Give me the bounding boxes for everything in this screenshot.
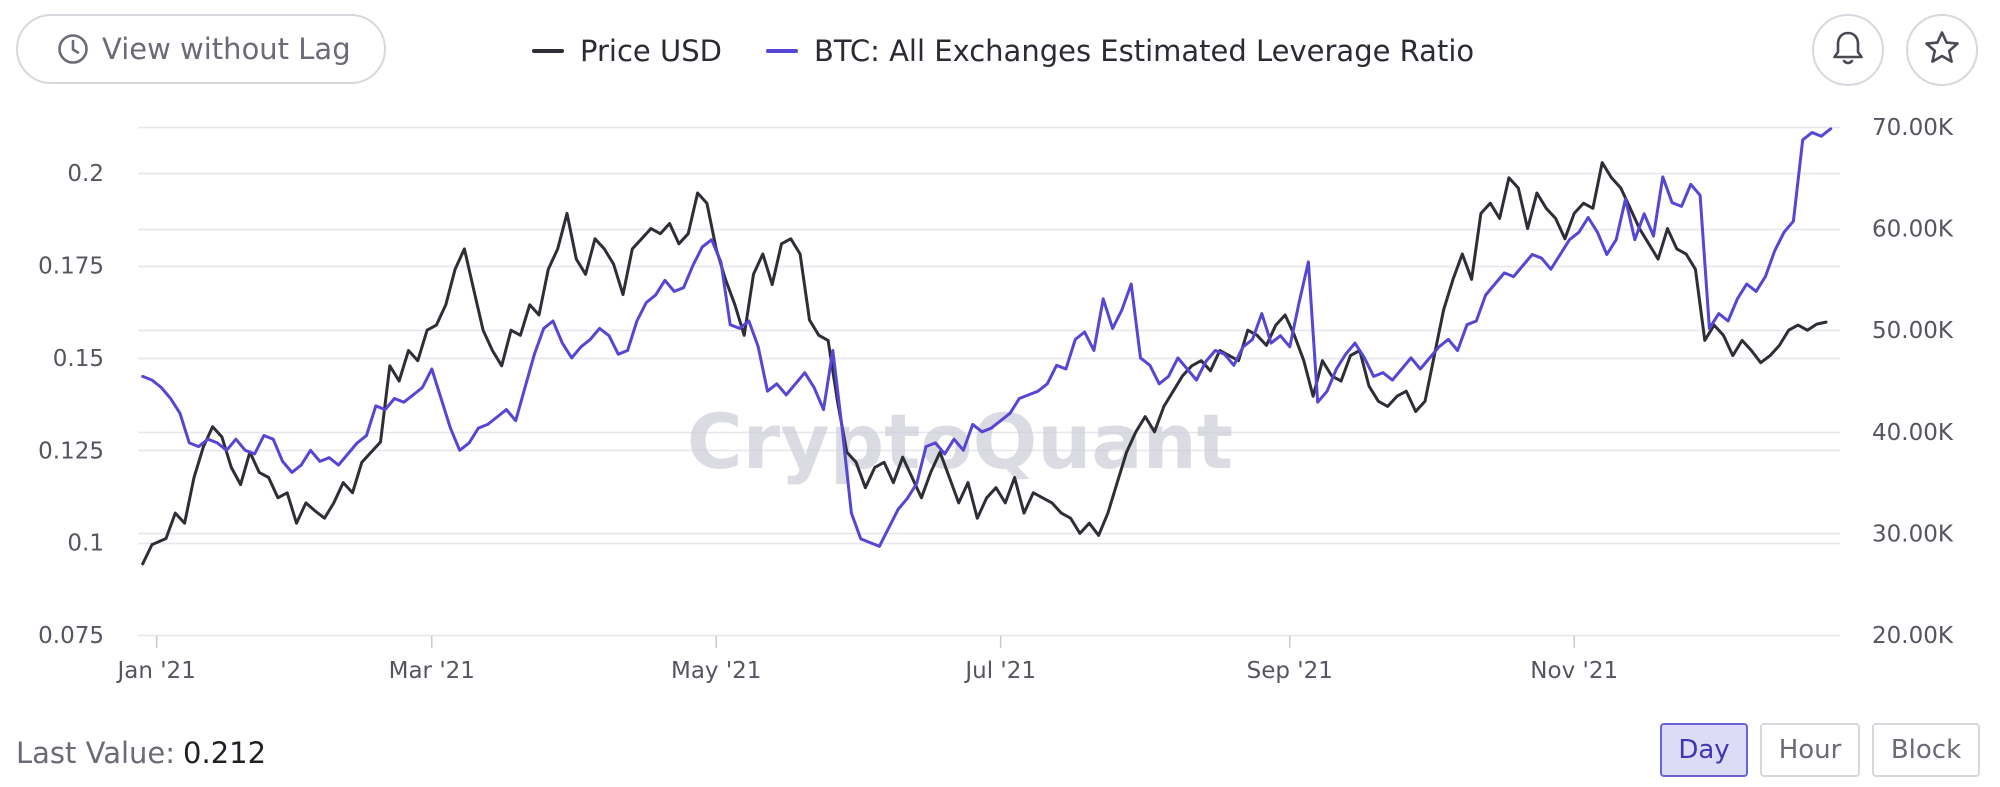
timeframe-selector: Day Hour Block	[1648, 723, 1980, 777]
view-without-lag-button[interactable]: View without Lag	[16, 14, 386, 84]
timeframe-hour-button[interactable]: Hour	[1760, 723, 1860, 777]
legend-item-leverage-ratio[interactable]: BTC: All Exchanges Estimated Leverage Ra…	[765, 34, 1475, 68]
left-axis-tick-label: 0.075	[38, 623, 104, 649]
left-axis-tick-label: 0.1	[67, 531, 104, 557]
last-value-number: 0.212	[183, 736, 267, 770]
legend-swatch-price-usd	[532, 49, 564, 53]
x-axis-tick-label: Jul '21	[963, 658, 1036, 684]
series-lines	[141, 127, 1833, 566]
bell-icon	[1830, 29, 1866, 71]
x-axis-tick-label: Mar '21	[389, 658, 475, 684]
view-without-lag-label: View without Lag	[102, 32, 351, 66]
left-axis-tick-label: 0.2	[67, 161, 104, 187]
alert-bell-button[interactable]	[1812, 14, 1884, 86]
series-line-price-usd	[141, 161, 1828, 566]
x-axis-tick-label: Nov '21	[1530, 658, 1618, 684]
legend-swatch-leverage-ratio	[765, 49, 798, 53]
left-axis-tick-label: 0.125	[38, 438, 104, 464]
star-icon	[1923, 29, 1961, 71]
timeframe-block-button[interactable]: Block	[1872, 723, 1980, 777]
legend-item-price-usd[interactable]: Price USD	[532, 34, 722, 68]
chart-legend: Price USD BTC: All Exchanges Estimated L…	[532, 34, 1518, 68]
axes: 0.075 0.1 0.125 0.15 0.175 0.2 20.00K 30.00K 40.…	[38, 115, 1954, 684]
right-axis-tick-label: 20.00K	[1872, 623, 1954, 649]
x-axis-tick-label: May '21	[671, 658, 761, 684]
watermark-text: CryptoQuant	[687, 397, 1233, 486]
grid-lines	[138, 126, 1840, 637]
left-axis-tick-label: 0.15	[53, 346, 104, 372]
right-axis-tick-label: 50.00K	[1872, 318, 1954, 344]
last-value-readout: Last Value: 0.212	[16, 736, 266, 770]
last-value-label: Last Value:	[16, 736, 176, 770]
right-axis-tick-label: 60.00K	[1872, 217, 1954, 243]
series-line-leverage-ratio	[141, 127, 1833, 548]
legend-label-price-usd: Price USD	[580, 34, 722, 68]
legend-label-leverage-ratio: BTC: All Exchanges Estimated Leverage Ra…	[813, 34, 1475, 68]
left-axis-tick-label: 0.175	[38, 254, 104, 280]
right-axis-tick-label: 30.00K	[1872, 521, 1954, 547]
x-axis-tick-label: Jan '21	[115, 658, 195, 684]
right-axis-tick-label: 70.00K	[1872, 115, 1954, 141]
timeframe-day-button[interactable]: Day	[1660, 723, 1748, 777]
favorite-star-button[interactable]	[1906, 14, 1978, 86]
clock-icon	[56, 32, 90, 66]
right-axis-tick-label: 40.00K	[1872, 420, 1954, 446]
x-axis-tick-label: Sep '21	[1247, 658, 1333, 684]
